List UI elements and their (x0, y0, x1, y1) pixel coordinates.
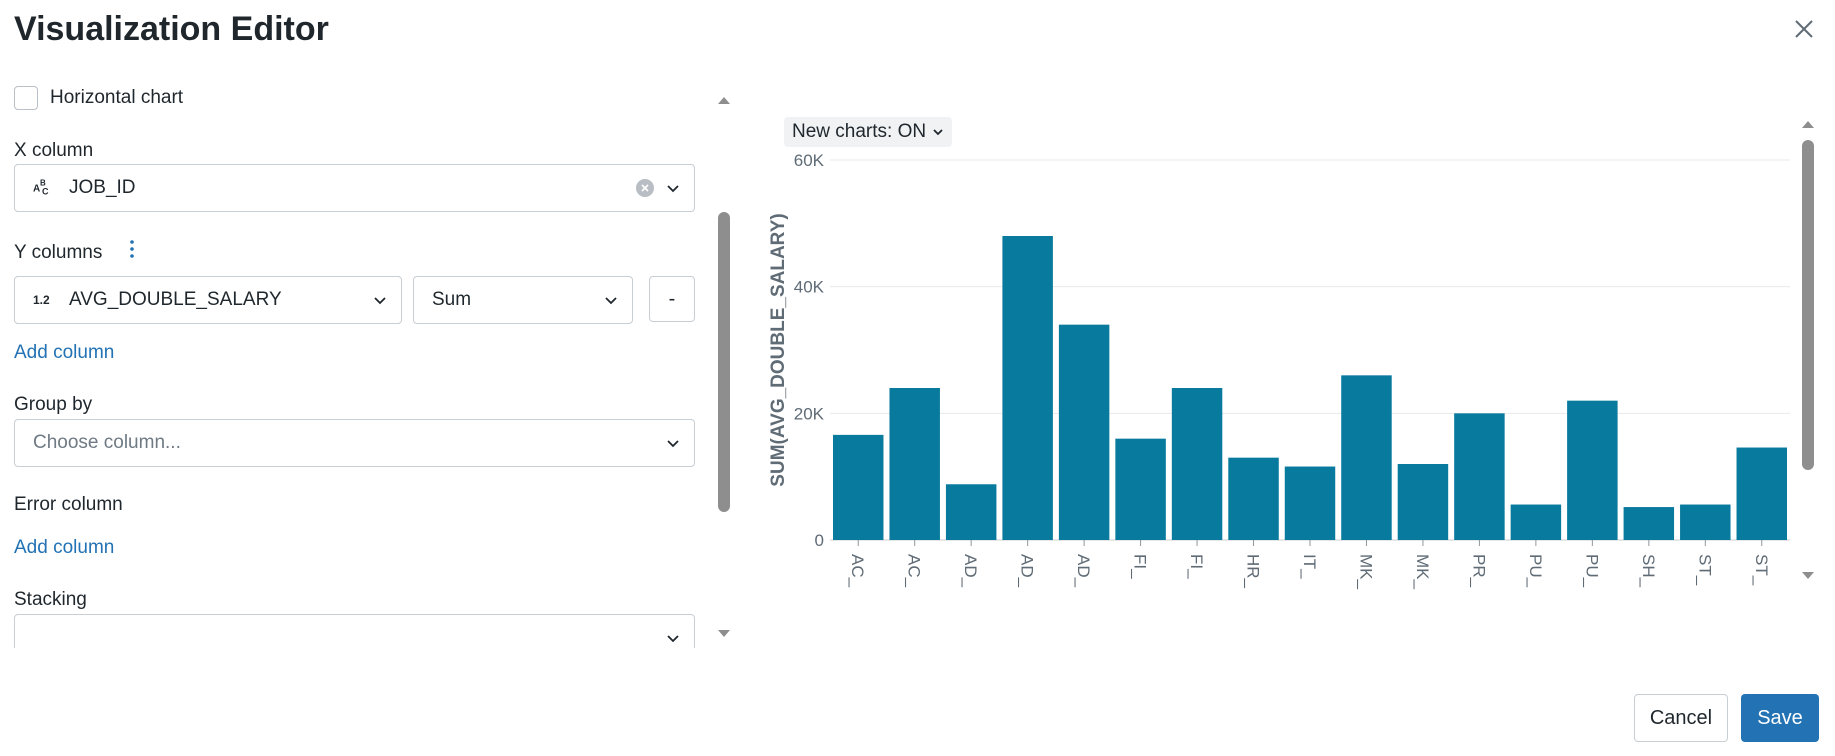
scrollbar-thumb[interactable] (1802, 140, 1814, 470)
y-column-value: AVG_DOUBLE_SALARY (69, 289, 282, 310)
x-tick-label: PU_ (1526, 554, 1545, 588)
scrollbar-thumb[interactable] (718, 212, 730, 512)
kebab-menu-icon[interactable] (126, 238, 138, 260)
clear-icon[interactable] (636, 179, 654, 197)
remove-y-column-button[interactable]: - (649, 276, 695, 322)
bar (945, 484, 997, 540)
y-tick-label: 20K (794, 404, 825, 423)
x-tick-label: HR_ (1244, 554, 1263, 589)
add-y-column-link[interactable]: Add column (14, 342, 115, 363)
new-charts-label: New charts: ON (792, 121, 927, 142)
add-error-column-link[interactable]: Add column (14, 537, 115, 558)
x-tick-label: AC_ (905, 554, 924, 588)
aggregation-select[interactable]: Sum (413, 276, 633, 324)
scroll-up-icon[interactable] (1800, 118, 1816, 130)
close-icon (1795, 20, 1813, 38)
decimal-type-icon: 1.2 (33, 293, 50, 307)
bar (1680, 504, 1731, 540)
editor-scrollbar[interactable] (716, 94, 732, 642)
close-button[interactable] (1789, 14, 1819, 44)
bar (1736, 447, 1787, 540)
chevron-down-icon (667, 440, 679, 448)
scroll-down-icon[interactable] (1800, 570, 1816, 582)
bar-chart: 0 20K 40K 60K SUM(AVG_DOUBLE_SALARY) AC_ AC_ AD… (768, 151, 1790, 590)
bar (1228, 457, 1279, 540)
y-axis-label: SUM(AVG_DOUBLE_SALARY) (768, 213, 789, 486)
x-tick-label: AD_ (961, 554, 980, 588)
bar (1623, 507, 1675, 540)
x-tick-label: SH_ (1639, 554, 1658, 588)
x-column-value: JOB_ID (69, 177, 136, 198)
group-by-select[interactable]: Choose column... (14, 419, 695, 467)
y-tick-label: 40K (794, 278, 825, 297)
chevron-down-icon (374, 297, 386, 305)
cancel-button[interactable]: Cancel (1634, 694, 1728, 742)
x-tick-label: MK_ (1413, 554, 1432, 590)
bar (1002, 236, 1053, 540)
x-tick-label: ST_ (1752, 554, 1771, 586)
bar (1058, 324, 1110, 540)
bar (1171, 388, 1223, 540)
x-tick-label: PR_ (1469, 554, 1488, 588)
bar (889, 388, 940, 540)
x-tick-label: FI_ (1187, 554, 1206, 579)
svg-text:A: A (33, 184, 40, 195)
chart-scrollbar[interactable] (1800, 118, 1816, 583)
chevron-down-icon (605, 297, 617, 305)
y-tick-label: 0 (815, 531, 824, 550)
svg-text:B: B (40, 179, 46, 188)
bar (1567, 400, 1618, 540)
aggregation-value: Sum (432, 289, 472, 310)
bar (1115, 438, 1166, 540)
chevron-down-icon (933, 129, 943, 136)
horizontal-chart-checkbox[interactable] (14, 86, 38, 110)
error-column-label: Error column (14, 494, 123, 515)
bar (1397, 464, 1449, 540)
x-tick-label: IT_ (1300, 554, 1319, 579)
y-column-select[interactable]: 1.2 AVG_DOUBLE_SALARY (14, 276, 402, 324)
stacking-label: Stacking (14, 589, 87, 610)
scroll-up-icon[interactable] (716, 94, 732, 106)
bar (1454, 413, 1505, 540)
group-by-label: Group by (14, 394, 93, 415)
group-by-placeholder: Choose column... (33, 432, 181, 453)
x-tick-label: PU_ (1582, 554, 1601, 588)
scroll-down-icon[interactable] (716, 628, 732, 640)
x-tick-label: AD_ (1074, 554, 1093, 588)
chevron-down-icon (667, 635, 679, 643)
x-tick-label: AC_ (848, 554, 867, 588)
x-tick-label: FI_ (1131, 554, 1150, 579)
horizontal-chart-label: Horizontal chart (50, 87, 184, 108)
bar (833, 434, 884, 540)
svg-text:C: C (42, 187, 49, 196)
x-tick-label: AD_ (1018, 554, 1037, 588)
chevron-down-icon (667, 185, 679, 193)
dialog-title: Visualization Editor (14, 10, 329, 48)
save-button[interactable]: Save (1741, 694, 1819, 742)
stacking-select[interactable] (14, 614, 695, 648)
x-tick-label: MK_ (1356, 554, 1375, 590)
bar (1284, 466, 1336, 540)
x-tick-label: ST_ (1695, 554, 1714, 586)
y-tick-label: 60K (794, 151, 825, 170)
bar (1510, 504, 1562, 540)
y-columns-label: Y columns (14, 242, 103, 263)
bar (1341, 375, 1392, 540)
new-charts-toggle[interactable]: New charts: ON (784, 117, 953, 147)
x-column-label: X column (14, 140, 94, 161)
